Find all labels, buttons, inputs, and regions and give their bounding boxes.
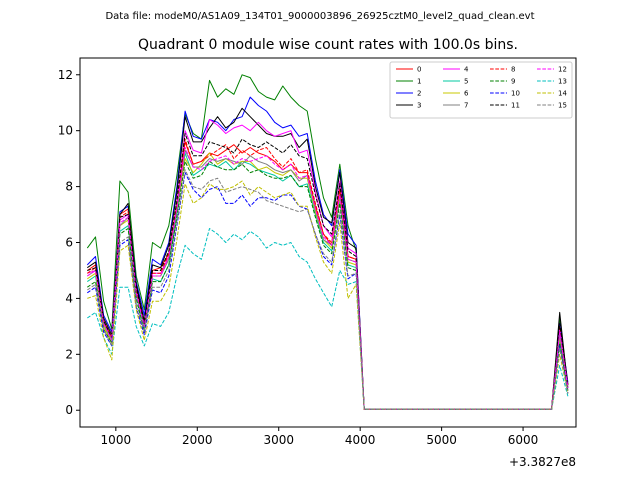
- series-line-2: [86, 96, 569, 410]
- x-axis: 1000 2000 3000 4000 5000 6000: [101, 427, 539, 447]
- chart-title: Quadrant 0 module wise count rates with …: [138, 37, 518, 53]
- series-line-8: [87, 138, 569, 410]
- y-tick-label: 8: [65, 180, 73, 194]
- x-tick-label: 4000: [345, 433, 376, 447]
- series-line-3: [87, 107, 569, 410]
- y-tick-label: 12: [58, 68, 73, 82]
- y-axis: 0 2 4 6 8 10 12: [58, 68, 80, 417]
- y-tick-label: 2: [65, 347, 73, 361]
- legend-box: [389, 61, 573, 119]
- x-tick-label: 3000: [263, 433, 294, 447]
- legend-label: 4: [464, 66, 469, 74]
- legend-label: 9: [511, 78, 515, 86]
- legend-label: 11: [511, 102, 520, 110]
- series-line-7: [87, 149, 569, 410]
- x-tick-label: 6000: [508, 433, 539, 447]
- legend-label: 1: [417, 78, 421, 86]
- legend-label: 2: [417, 90, 421, 98]
- series-line-13: [87, 228, 569, 410]
- x-tick-label: 2000: [182, 433, 213, 447]
- legend-label: 6: [464, 90, 469, 98]
- series-line-15: [87, 169, 569, 410]
- y-tick-label: 10: [58, 124, 73, 138]
- legend-label: 12: [558, 66, 567, 74]
- x-tick-label: 5000: [426, 433, 457, 447]
- legend-label: 10: [511, 90, 520, 98]
- legend-label: 8: [511, 66, 515, 74]
- series-line-11: [87, 133, 569, 410]
- legend-label: 14: [558, 90, 567, 98]
- series-layer: [86, 74, 569, 410]
- legend-label: 3: [417, 102, 421, 110]
- series-line-14: [87, 180, 569, 410]
- legend-label: 7: [464, 102, 468, 110]
- chart-suptitle: Data file: modeM0/AS1A09_134T01_90000038…: [105, 11, 534, 22]
- y-tick-label: 0: [65, 403, 73, 417]
- series-line-12: [87, 147, 569, 410]
- x-tick-label: 1000: [101, 433, 132, 447]
- series-line-9: [87, 160, 569, 410]
- legend-label: 0: [417, 66, 421, 74]
- legend-label: 5: [464, 78, 468, 86]
- x-axis-offset-label: +3.3827e8: [509, 455, 576, 469]
- legend-label: 13: [558, 78, 567, 86]
- legend-label: 15: [558, 102, 567, 110]
- y-tick-label: 6: [65, 236, 73, 250]
- y-tick-label: 4: [65, 291, 73, 305]
